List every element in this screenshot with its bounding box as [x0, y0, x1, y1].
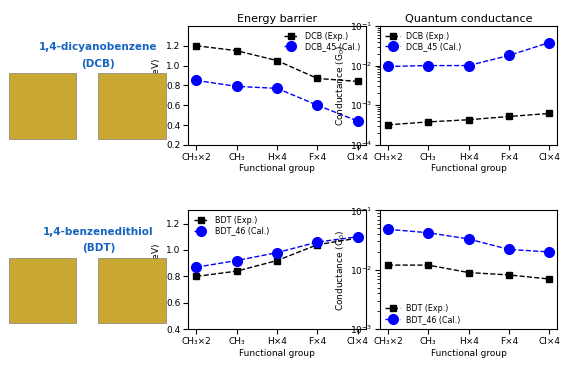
DCB (Exp.)	[274, 58, 280, 63]
BDT_46 (Cal.)	[233, 258, 240, 263]
BDT (Exp.)	[233, 269, 240, 273]
DCB_45 (Cal.)	[465, 63, 472, 68]
BDT (Exp.)	[193, 274, 200, 279]
DCB (Exp.)	[425, 120, 432, 124]
DCB_45 (Cal.)	[546, 40, 553, 45]
DCB (Exp.)	[354, 79, 361, 84]
Line: BDT_46 (Cal.): BDT_46 (Cal.)	[191, 232, 363, 272]
Y-axis label: |E$_F$-E$_m$| (eV): |E$_F$-E$_m$| (eV)	[150, 243, 163, 297]
DCB_45 (Cal.)	[233, 84, 240, 88]
Line: DCB_45 (Cal.): DCB_45 (Cal.)	[191, 75, 363, 126]
Text: 1,4-benzenedithiol: 1,4-benzenedithiol	[43, 227, 154, 237]
DCB_45 (Cal.)	[425, 63, 432, 68]
BDT_46 (Cal.)	[385, 227, 391, 232]
BDT (Exp.)	[314, 242, 321, 247]
Text: 1,4-dicyanobenzene: 1,4-dicyanobenzene	[39, 42, 158, 52]
BDT_46 (Cal.)	[314, 240, 321, 244]
Title: Quantum conductance: Quantum conductance	[405, 14, 533, 24]
Y-axis label: |E$_F$-E$_m$| (eV): |E$_F$-E$_m$| (eV)	[150, 58, 163, 112]
Y-axis label: Conductance (G$_0$): Conductance (G$_0$)	[334, 229, 347, 310]
Bar	[99, 74, 166, 139]
BDT_46 (Cal.)	[193, 265, 200, 269]
Legend: BDT (Exp.), BDT_46 (Cal.): BDT (Exp.), BDT_46 (Cal.)	[193, 214, 271, 237]
DCB (Exp.)	[465, 118, 472, 122]
BDT (Exp.)	[546, 277, 553, 281]
BDT (Exp.)	[354, 236, 361, 240]
DCB_45 (Cal.)	[506, 53, 512, 58]
Title: Energy barrier: Energy barrier	[237, 14, 317, 24]
DCB (Exp.)	[506, 114, 512, 119]
X-axis label: Functional group: Functional group	[431, 164, 507, 173]
BDT (Exp.)	[465, 270, 472, 275]
DCB (Exp.)	[385, 122, 391, 127]
DCB_45 (Cal.)	[274, 86, 280, 91]
DCB (Exp.)	[193, 44, 200, 48]
Bar	[99, 258, 166, 323]
BDT_46 (Cal.)	[425, 231, 432, 235]
BDT_46 (Cal.)	[465, 237, 472, 241]
Line: DCB (Exp.): DCB (Exp.)	[193, 42, 361, 85]
DCB (Exp.)	[233, 48, 240, 53]
DCB_45 (Cal.)	[193, 78, 200, 83]
DCB (Exp.)	[314, 76, 321, 81]
Line: BDT (Exp.): BDT (Exp.)	[385, 262, 553, 283]
Line: BDT_46 (Cal.): BDT_46 (Cal.)	[383, 225, 554, 257]
BDT (Exp.)	[506, 273, 512, 277]
BDT_46 (Cal.)	[546, 250, 553, 254]
Legend: DCB (Exp.), DCB_45 (Cal.): DCB (Exp.), DCB_45 (Cal.)	[384, 30, 463, 53]
DCB_45 (Cal.)	[354, 119, 361, 123]
X-axis label: Functional group: Functional group	[239, 349, 315, 358]
Bar	[9, 74, 77, 139]
Y-axis label: Conductance (G$_0$): Conductance (G$_0$)	[334, 45, 347, 126]
DCB (Exp.)	[546, 111, 553, 116]
Text: (BDT): (BDT)	[82, 243, 115, 253]
Line: BDT (Exp.): BDT (Exp.)	[193, 235, 361, 280]
DCB_45 (Cal.)	[385, 64, 391, 69]
X-axis label: Functional group: Functional group	[239, 164, 315, 173]
BDT (Exp.)	[274, 258, 280, 263]
Legend: DCB (Exp.), DCB_45 (Cal.): DCB (Exp.), DCB_45 (Cal.)	[282, 30, 362, 53]
BDT_46 (Cal.)	[506, 247, 512, 252]
DCB_45 (Cal.)	[314, 103, 321, 107]
X-axis label: Functional group: Functional group	[431, 349, 507, 358]
Bar	[9, 258, 77, 323]
BDT_46 (Cal.)	[274, 250, 280, 255]
BDT_46 (Cal.)	[354, 235, 361, 239]
Line: DCB (Exp.): DCB (Exp.)	[385, 110, 553, 128]
Text: (DCB): (DCB)	[82, 59, 115, 69]
BDT (Exp.)	[385, 263, 391, 267]
Legend: BDT (Exp.), BDT_46 (Cal.): BDT (Exp.), BDT_46 (Cal.)	[384, 302, 462, 325]
BDT (Exp.)	[425, 263, 432, 267]
Line: DCB_45 (Cal.): DCB_45 (Cal.)	[383, 38, 554, 71]
